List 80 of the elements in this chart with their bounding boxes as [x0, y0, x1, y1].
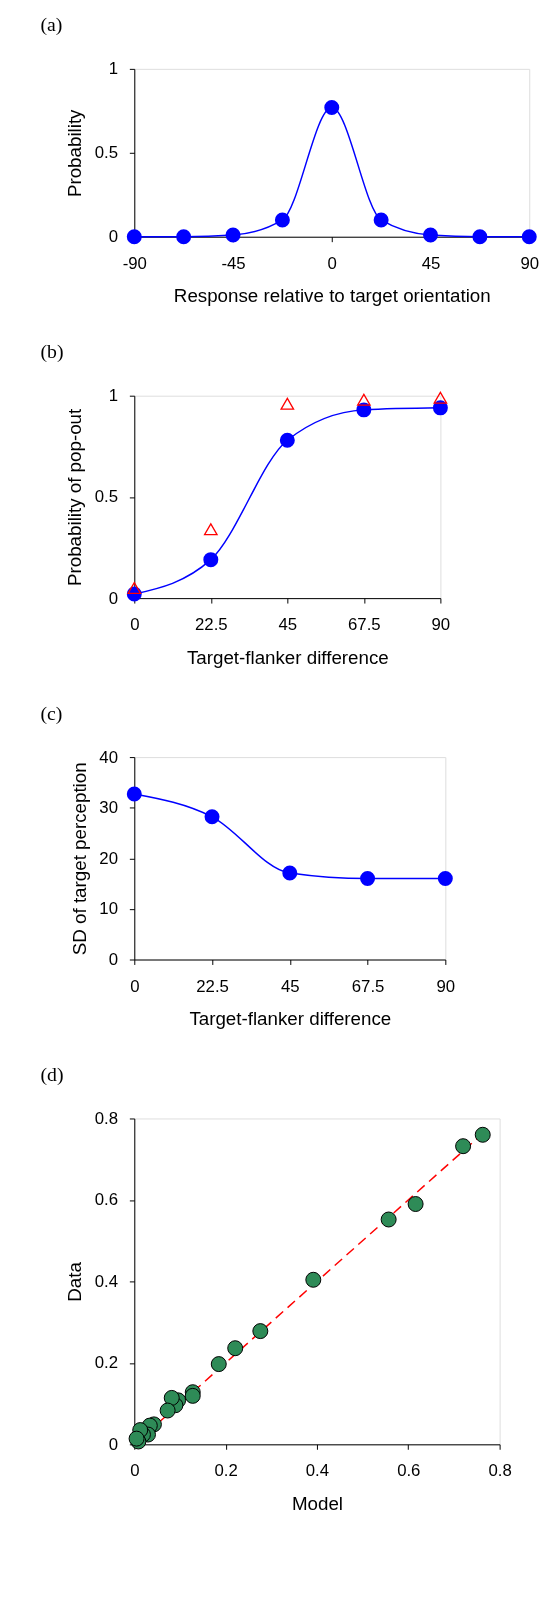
y-tick-label: 0.6 [94, 1190, 118, 1210]
x-tick-label: 0.2 [214, 1461, 238, 1481]
point [203, 552, 219, 568]
point [373, 212, 389, 228]
point [252, 1323, 269, 1340]
y-tick-label: 0.2 [94, 1353, 118, 1373]
x-tick-label: 90 [520, 253, 540, 273]
point [126, 786, 142, 802]
x-tick-label: 90 [431, 615, 451, 635]
point [204, 809, 220, 825]
x-tick-label: 22.5 [194, 615, 228, 635]
point [279, 432, 295, 448]
x-tick-label: 0 [130, 1461, 140, 1481]
x-tick-label: 45 [421, 253, 441, 273]
x-tick-label: 67.5 [348, 615, 381, 635]
point [305, 1271, 322, 1288]
point [433, 391, 448, 404]
point [282, 865, 298, 881]
y-tick-label: 0.5 [94, 487, 118, 507]
y-tick-label: 0 [108, 227, 118, 247]
x-axis-title: Target-flanker difference [186, 646, 389, 668]
point [360, 871, 376, 887]
y-tick-label: 0.4 [94, 1271, 118, 1291]
x-tick-label: 45 [280, 976, 300, 996]
point [324, 100, 340, 115]
y-tick-label: 20 [99, 848, 118, 868]
point [472, 229, 488, 245]
point [455, 1138, 472, 1155]
point [274, 212, 290, 228]
point [159, 1402, 176, 1419]
x-tick-label: 0 [327, 253, 337, 273]
point [280, 397, 295, 410]
y-axis-title: Data [63, 1261, 85, 1302]
x-tick-label: 90 [436, 976, 456, 996]
x-axis-title: Model [291, 1492, 343, 1514]
point [380, 1211, 397, 1228]
point [126, 229, 142, 245]
y-tick-label: 0.5 [94, 143, 118, 163]
y-tick-label: 0 [108, 1434, 118, 1454]
y-tick-label: 10 [99, 899, 118, 919]
y-tick-label: 30 [99, 798, 118, 818]
point [356, 393, 371, 406]
y-axis-title: SD of target perception [68, 762, 90, 956]
point [437, 871, 453, 887]
point [521, 229, 537, 245]
point [210, 1356, 227, 1373]
chart-title: (a) [40, 13, 63, 37]
point [423, 227, 438, 243]
point [407, 1196, 424, 1212]
y-tick-label: 0 [108, 588, 118, 608]
chart-title: (b) [40, 340, 64, 364]
point [163, 1389, 180, 1406]
chart-title: (c) [40, 701, 63, 725]
x-tick-label: -45 [221, 253, 246, 273]
point [203, 523, 218, 536]
point [127, 581, 142, 595]
x-axis-title: Response relative to target orientation [173, 285, 491, 307]
point [176, 229, 192, 245]
point [227, 1340, 244, 1357]
y-tick-label: 1 [108, 59, 118, 79]
x-tick-label: 67.5 [351, 976, 385, 996]
chart-title: (d) [40, 1062, 64, 1086]
point [474, 1126, 491, 1143]
y-tick-label: 0.8 [94, 1108, 118, 1128]
point [356, 402, 372, 418]
y-tick-label: 0 [108, 949, 118, 969]
x-tick-label: 0.8 [488, 1461, 512, 1481]
point [225, 227, 241, 243]
x-tick-label: 22.5 [196, 976, 229, 996]
x-tick-label: 0.4 [305, 1461, 330, 1481]
x-axis-title: Target-flanker difference [189, 1008, 392, 1030]
y-tick-label: 40 [99, 747, 118, 767]
y-axis-title: Probability [63, 108, 85, 198]
x-tick-label: 0 [130, 615, 140, 635]
y-tick-label: 1 [108, 386, 118, 406]
x-tick-label: -90 [122, 253, 147, 273]
x-tick-label: 45 [278, 615, 298, 635]
x-tick-label: 0 [130, 976, 140, 996]
y-axis-title: Probability of pop-out [63, 408, 85, 587]
x-tick-label: 0.6 [397, 1461, 421, 1481]
